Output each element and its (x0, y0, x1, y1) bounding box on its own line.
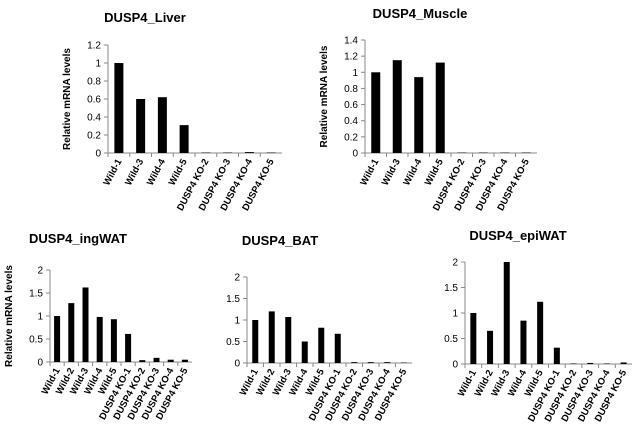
chart-title: DUSP4_BAT (242, 233, 318, 248)
bar (570, 363, 577, 364)
bar (82, 287, 89, 362)
y-tick-label: 0 (234, 359, 240, 370)
bar (114, 63, 124, 153)
bar (520, 320, 527, 364)
bar (435, 62, 445, 153)
bar (153, 357, 160, 362)
y-tick-label: 1.5 (29, 289, 43, 300)
bar (68, 303, 75, 362)
bar (537, 301, 544, 364)
y-tick-label: 0 (37, 358, 43, 369)
y-tick-label: 0.2 (87, 131, 101, 142)
bar (139, 360, 146, 362)
y-tick-label: 0.8 (344, 84, 358, 95)
y-tick-label: 1 (352, 68, 358, 79)
bar (414, 77, 424, 153)
bar (603, 363, 610, 364)
x-tick-label: Wild-4 (401, 157, 424, 188)
y-tick-label: 1.2 (344, 52, 358, 63)
x-tick-label: Wild-5 (423, 157, 446, 188)
y-tick-label: 1 (37, 312, 43, 323)
bar (334, 333, 341, 363)
x-tick-label: Wild-1 (358, 157, 381, 188)
bar (318, 327, 325, 363)
y-tick-label: 0.4 (87, 113, 101, 124)
y-tick-label: 0.4 (344, 116, 358, 127)
y-tick-label: 2 (452, 258, 458, 269)
bar (487, 330, 494, 364)
bar (503, 262, 510, 364)
bar (167, 359, 174, 362)
y-tick-label: 0 (95, 149, 101, 160)
bar (252, 320, 259, 363)
bar (371, 72, 381, 153)
bar (384, 362, 391, 363)
y-tick-label: 1.2 (87, 41, 101, 52)
y-tick-label: 2 (37, 266, 43, 277)
y-tick-label: 0.5 (444, 334, 458, 345)
y-tick-label: 0.5 (29, 335, 43, 346)
x-tick-label: Wild-5 (167, 157, 190, 188)
bar (136, 99, 146, 153)
bar (181, 359, 188, 362)
x-tick-label: Wild-1 (101, 157, 124, 188)
y-tick-label: 1.5 (226, 294, 240, 305)
y-tick-label: 1.5 (444, 283, 458, 294)
y-tick-label: 1.4 (344, 36, 358, 47)
y-axis-label: Relative mRNA levels (4, 265, 15, 367)
bar (301, 341, 308, 363)
y-tick-label: 0.6 (87, 95, 101, 106)
bar (553, 347, 560, 364)
x-tick-label: Wild-4 (145, 157, 168, 188)
y-tick-label: 0 (352, 149, 358, 160)
y-tick-label: 0.5 (226, 337, 240, 348)
bar (392, 60, 402, 153)
bar (110, 319, 117, 362)
x-tick-label: Wild-3 (123, 157, 146, 187)
bar (244, 152, 254, 153)
bar (587, 362, 594, 364)
y-tick-label: 0.6 (344, 100, 358, 111)
chart-title: DUSP4_epiWAT (469, 228, 566, 243)
bar (285, 316, 292, 363)
bar (54, 316, 61, 362)
bar (157, 97, 167, 153)
y-tick-label: 2 (234, 273, 240, 284)
bar (470, 313, 477, 364)
chart-title: DUSP4_Muscle (373, 6, 468, 21)
x-tick-label: Wild-3 (380, 157, 403, 187)
bar (125, 333, 132, 362)
bar (620, 362, 627, 364)
y-tick-label: 1 (452, 309, 458, 320)
y-axis-label: Relative mRNA levels (62, 48, 73, 150)
y-tick-label: 1 (234, 316, 240, 327)
y-tick-label: 0 (452, 360, 458, 371)
y-tick-label: 0.2 (344, 132, 358, 143)
bar (179, 125, 189, 153)
bar (96, 316, 103, 362)
chart-title: DUSP4_Liver (104, 10, 186, 25)
bar (268, 311, 275, 363)
y-tick-label: 0.8 (87, 77, 101, 88)
y-tick-label: 1 (95, 59, 101, 70)
bar (367, 362, 374, 363)
y-axis-label: Relative mRNA levels (319, 45, 330, 147)
bar (351, 362, 358, 363)
chart-title: DUSP4_ingWAT (29, 231, 127, 246)
